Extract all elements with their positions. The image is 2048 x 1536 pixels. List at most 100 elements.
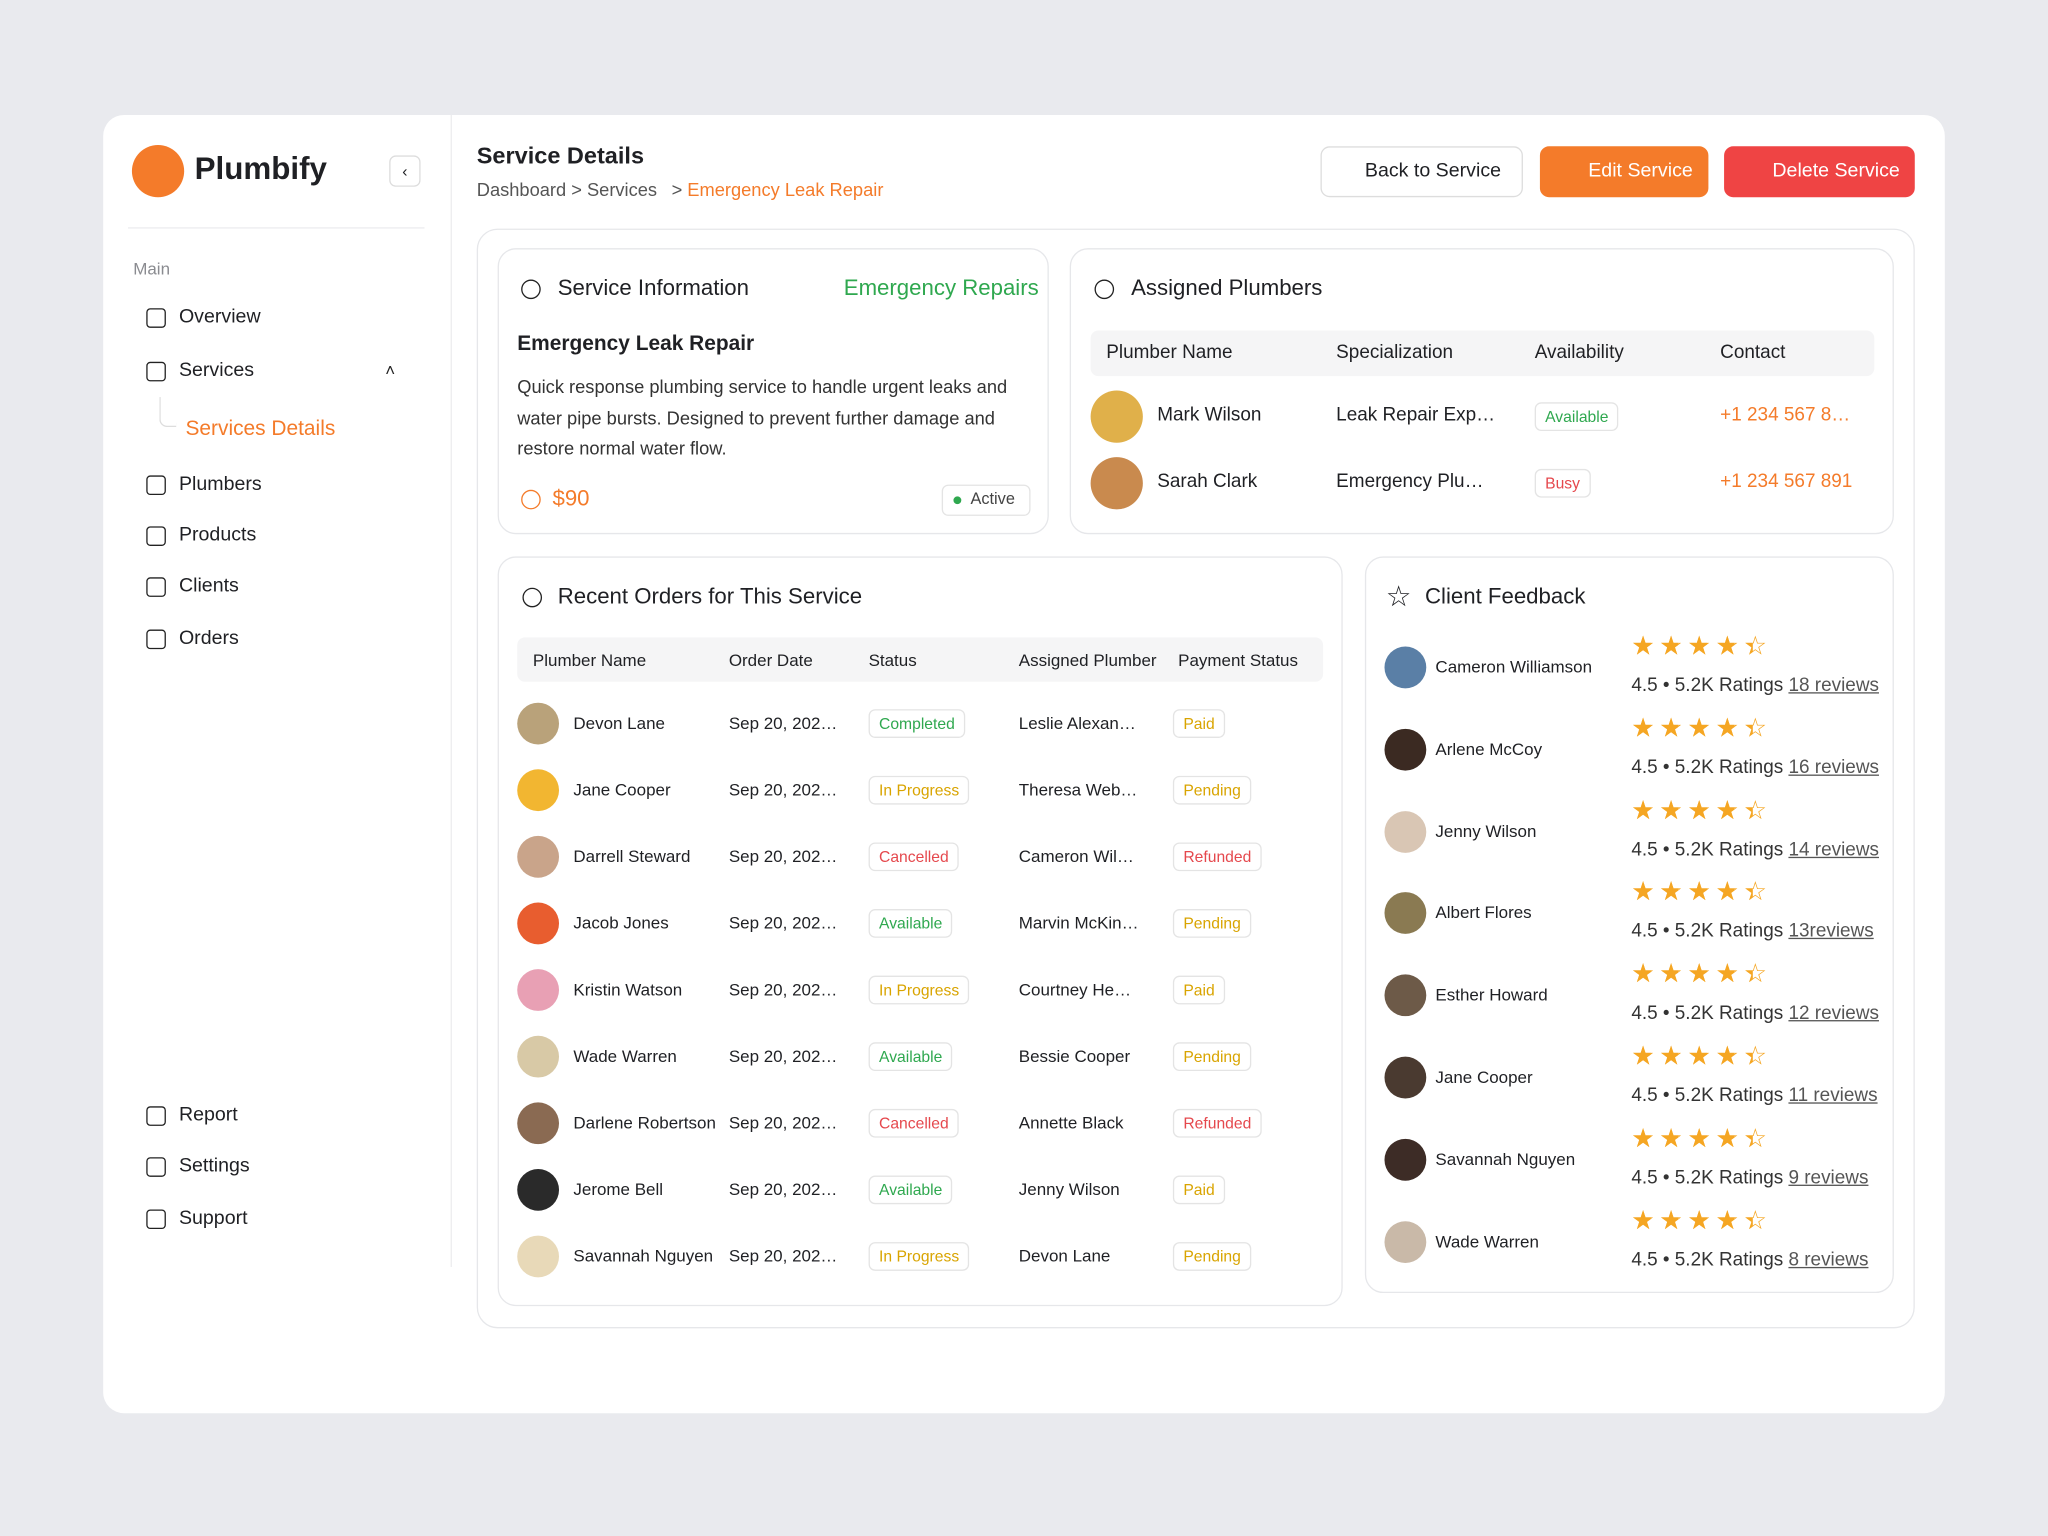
icon bbox=[146, 475, 166, 496]
nav-subitem[interactable]: Services Details bbox=[185, 417, 336, 441]
nav-item[interactable]: Services bbox=[178, 359, 255, 382]
star: ☆★ bbox=[1715, 961, 1740, 988]
rating-count: 5.2K Ratings bbox=[1674, 675, 1784, 697]
button-label[interactable]: Delete Service bbox=[1772, 159, 1900, 182]
header-button[interactable] bbox=[1539, 146, 1709, 198]
breadcrumb-item[interactable]: Dashboard bbox=[476, 178, 567, 200]
star: ☆★ bbox=[1715, 1125, 1740, 1152]
star-fill: ★ bbox=[1659, 880, 1678, 906]
rating-line: 4.5 • 5.2K Ratings 16 reviews bbox=[1631, 757, 1879, 778]
reviews-link[interactable]: 18 reviews bbox=[1788, 675, 1879, 697]
status-label: Active bbox=[970, 489, 1015, 509]
reviews-link[interactable]: 14 reviews bbox=[1788, 839, 1879, 861]
nav-item[interactable]: Products bbox=[178, 523, 257, 546]
star-fill: ★ bbox=[1716, 633, 1735, 659]
sidebar-divider bbox=[450, 114, 452, 1267]
nav-item[interactable]: Overview bbox=[178, 305, 261, 328]
cell: Marvin McKin… bbox=[1018, 912, 1139, 933]
cell: Sarah Clark bbox=[1157, 471, 1258, 493]
rating-value: 4.5 bbox=[1631, 1085, 1658, 1107]
nav-item[interactable]: Orders bbox=[178, 626, 239, 650]
star: ☆★ bbox=[1743, 961, 1768, 988]
star: ☆★ bbox=[1631, 1043, 1655, 1070]
icon bbox=[146, 308, 166, 328]
star: ☆★ bbox=[1659, 715, 1683, 742]
nav-item[interactable]: Support bbox=[178, 1206, 248, 1230]
avatar bbox=[517, 969, 560, 1011]
rating-line: 4.5 • 5.2K Ratings 11 reviews bbox=[1631, 1085, 1877, 1106]
column-header: Availability bbox=[1534, 342, 1624, 364]
column-header: Payment Status bbox=[1178, 650, 1298, 671]
cell: Leslie Alexan… bbox=[1018, 713, 1136, 733]
status-badge: Pending bbox=[1172, 1042, 1252, 1072]
reviews-link[interactable]: 8 reviews bbox=[1788, 1249, 1869, 1271]
status-badge: In Progress bbox=[868, 975, 970, 1005]
header-button[interactable] bbox=[1724, 146, 1915, 198]
expand-chevron[interactable]: ˄ bbox=[385, 360, 396, 381]
star-fill: ★ bbox=[1631, 633, 1650, 659]
cell: Devon Lane bbox=[573, 713, 665, 733]
star-fill: ★ bbox=[1659, 798, 1678, 824]
cell: Cameron Wil… bbox=[1018, 846, 1134, 866]
star: ☆★ bbox=[1687, 1207, 1711, 1234]
star-fill: ★ bbox=[1631, 798, 1650, 824]
star: ☆★ bbox=[1687, 797, 1711, 824]
nav-item[interactable]: Settings bbox=[178, 1154, 250, 1177]
cell: Darlene Robertson bbox=[573, 1112, 716, 1133]
service-price: $90 bbox=[552, 485, 590, 511]
button-label[interactable]: Back to Service bbox=[1364, 159, 1502, 182]
star-fill: ★ bbox=[1744, 962, 1753, 988]
breadcrumb-item[interactable]: Services bbox=[586, 178, 658, 200]
star: ☆★ bbox=[1631, 879, 1655, 906]
star: ☆★ bbox=[1715, 1207, 1740, 1234]
breadcrumb-item: Emergency Leak Repair bbox=[687, 178, 884, 200]
cell: Sep 20, 202… bbox=[728, 1179, 838, 1200]
nav-item[interactable]: Plumbers bbox=[178, 472, 262, 496]
star: ☆★ bbox=[1687, 715, 1711, 742]
reviews-link[interactable]: 9 reviews bbox=[1788, 1167, 1869, 1189]
reviews-link[interactable]: 13reviews bbox=[1788, 921, 1874, 943]
star-fill: ★ bbox=[1716, 1126, 1735, 1152]
nav-item[interactable]: Report bbox=[178, 1103, 238, 1126]
star: ☆★ bbox=[1715, 715, 1740, 742]
brand: Plumbify bbox=[194, 151, 327, 187]
rating-line: 4.5 • 5.2K Ratings 18 reviews bbox=[1631, 675, 1879, 696]
rating-count: 5.2K Ratings bbox=[1674, 757, 1784, 779]
star: ☆★ bbox=[1687, 879, 1711, 906]
star-fill: ★ bbox=[1744, 633, 1753, 659]
nav-item[interactable]: Clients bbox=[178, 574, 239, 597]
status-badge: Pending bbox=[1172, 909, 1252, 938]
reviews-link[interactable]: 16 reviews bbox=[1788, 757, 1879, 779]
avatar bbox=[1384, 646, 1427, 689]
column-header: Order Date bbox=[728, 650, 813, 671]
rating-separator: • bbox=[1662, 921, 1670, 943]
column-header: Status bbox=[868, 650, 917, 671]
star-fill: ★ bbox=[1631, 1044, 1650, 1070]
star: ☆★ bbox=[1743, 715, 1768, 742]
plumbers-card bbox=[1069, 248, 1894, 535]
card-title: Service Information bbox=[557, 275, 749, 301]
logo-icon bbox=[131, 144, 185, 198]
reviews-link[interactable]: 12 reviews bbox=[1788, 1003, 1879, 1025]
table-header-band bbox=[1090, 330, 1875, 377]
rating-separator: • bbox=[1662, 1003, 1670, 1025]
avatar bbox=[517, 702, 560, 745]
client-name: Arlene McCoy bbox=[1435, 738, 1543, 759]
cell: Theresa Web… bbox=[1018, 779, 1138, 800]
reviews-link[interactable]: 11 reviews bbox=[1788, 1085, 1878, 1107]
status-badge: Paid bbox=[1172, 1175, 1226, 1205]
cell: Emergency Plu… bbox=[1336, 471, 1484, 493]
avatar bbox=[517, 1035, 560, 1078]
status-badge: Pending bbox=[1172, 775, 1252, 805]
avatar bbox=[1384, 1138, 1427, 1181]
avatar bbox=[517, 902, 560, 945]
star-fill: ★ bbox=[1744, 1126, 1753, 1152]
status-badge: Refunded bbox=[1172, 842, 1262, 872]
header-button[interactable] bbox=[1320, 146, 1523, 198]
star: ☆★ bbox=[1631, 1207, 1655, 1234]
button-label[interactable]: Edit Service bbox=[1588, 159, 1693, 182]
avatar bbox=[517, 1235, 560, 1278]
status-badge: In Progress bbox=[868, 1242, 970, 1271]
rating-separator: • bbox=[1662, 1085, 1670, 1107]
collapse-button[interactable]: ‹ bbox=[389, 155, 421, 187]
